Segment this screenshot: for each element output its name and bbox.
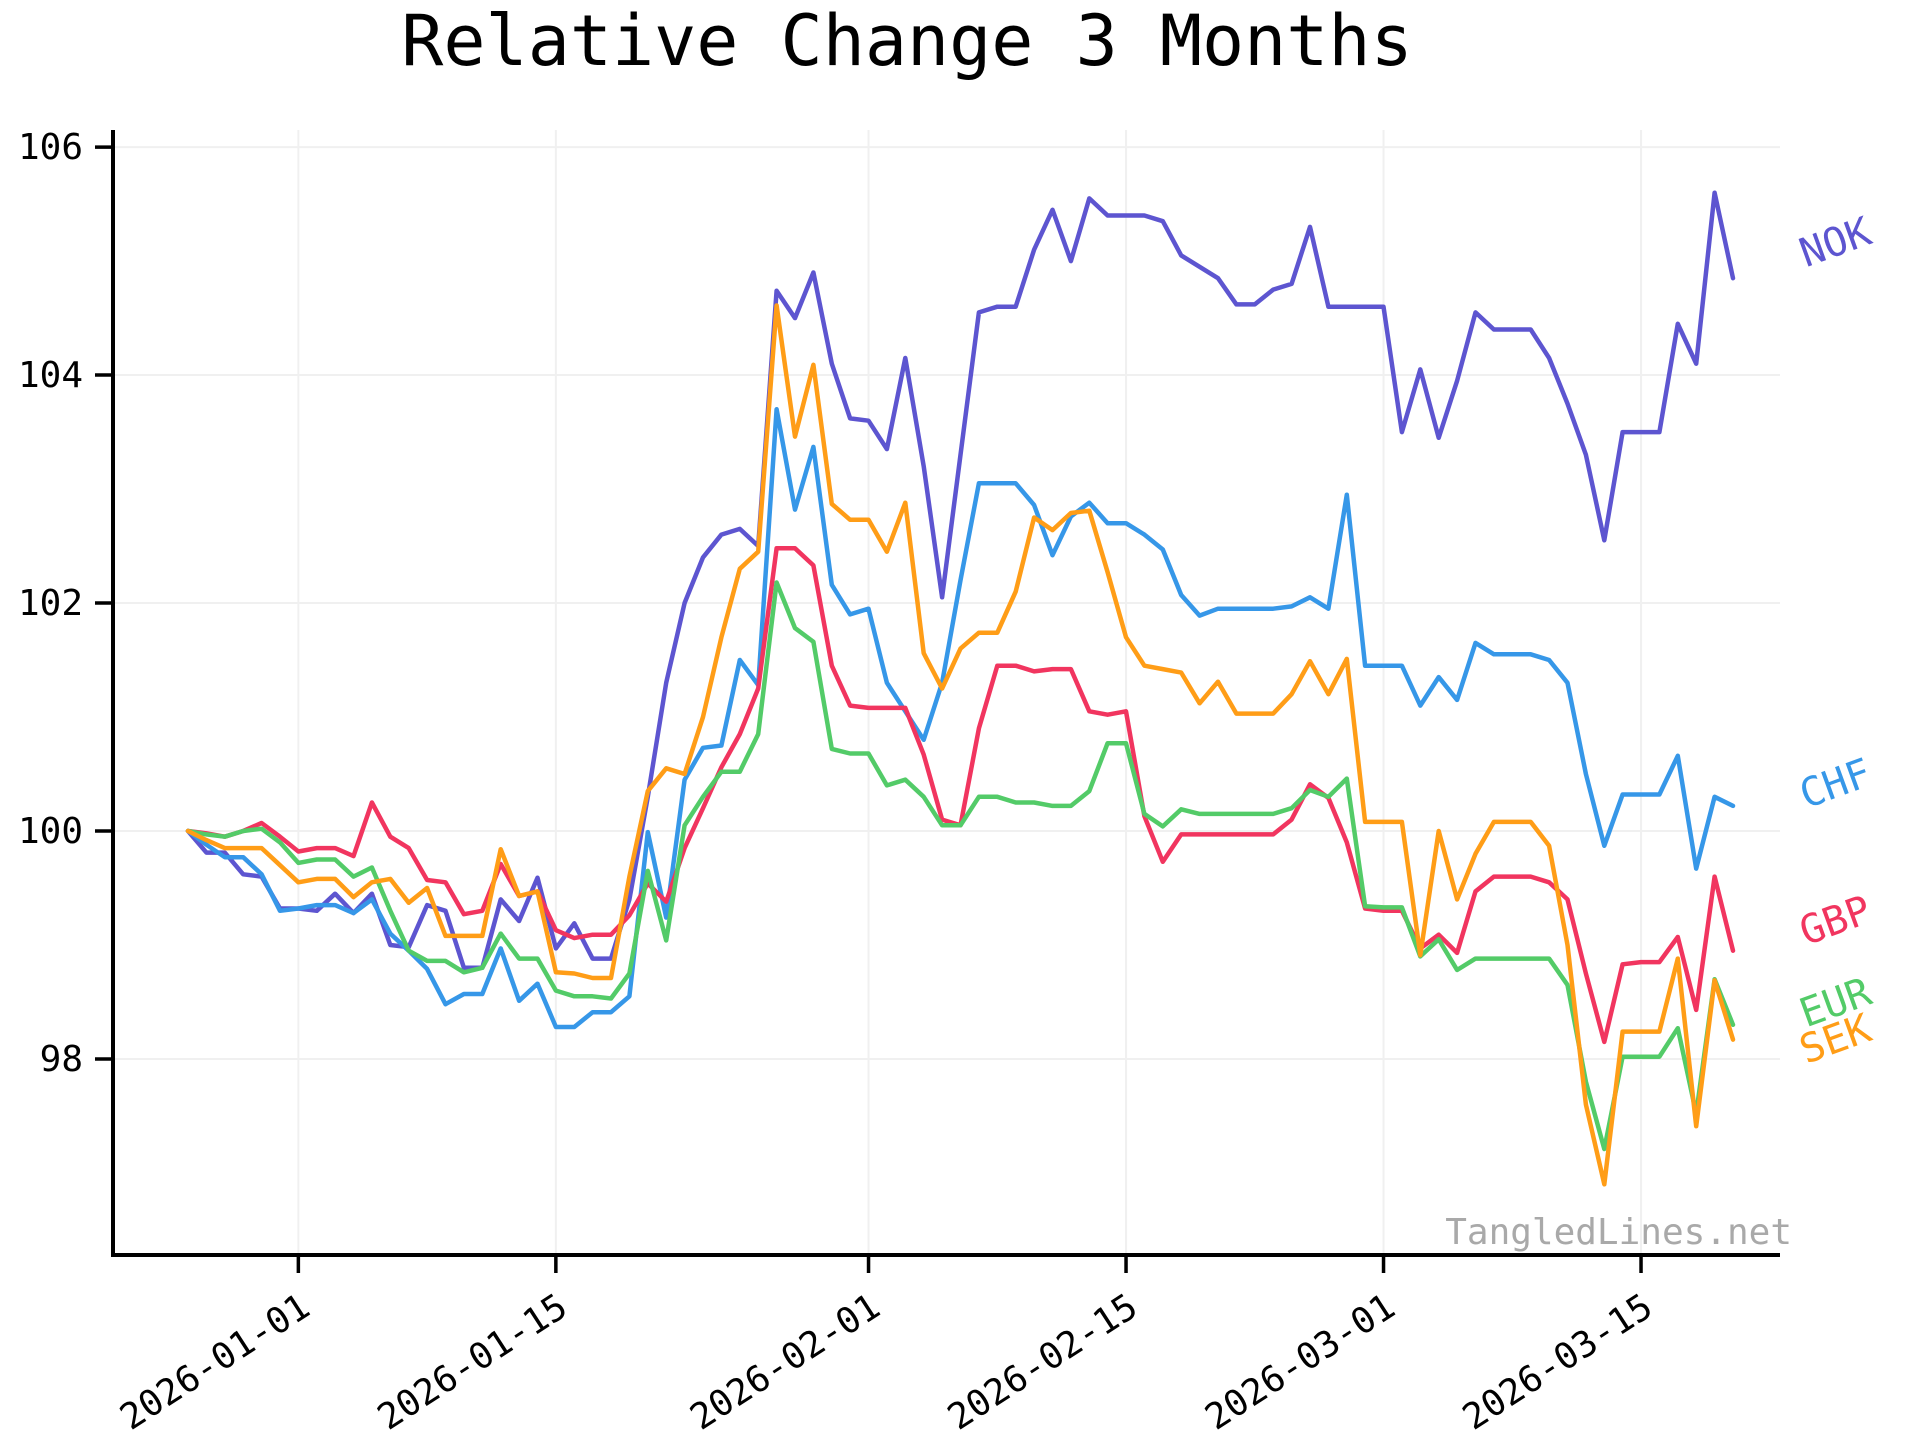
y-tick-label: 98 bbox=[40, 1039, 83, 1080]
x-tick-label: 2026-02-01 bbox=[683, 1286, 887, 1438]
series-label-NOK: NOK bbox=[1794, 209, 1878, 277]
watermark: TangledLines.net bbox=[1445, 1212, 1792, 1253]
series-line-EUR bbox=[185, 580, 1736, 1152]
series-lines bbox=[185, 190, 1736, 1187]
y-tick-label: 102 bbox=[18, 583, 83, 624]
x-tick-label: 2026-01-15 bbox=[371, 1286, 575, 1438]
series-line-SEK bbox=[185, 303, 1736, 1187]
series-label-CHF: CHF bbox=[1794, 750, 1878, 818]
chart-title: Relative Change 3 Months bbox=[401, 0, 1413, 82]
x-tick-label: 2026-03-01 bbox=[1198, 1286, 1402, 1438]
y-tick-label: 104 bbox=[18, 355, 83, 396]
x-tick-label: 2026-03-15 bbox=[1456, 1286, 1660, 1438]
series-label-GBP: GBP bbox=[1794, 887, 1878, 955]
y-tick-label: 106 bbox=[18, 127, 83, 168]
y-tick-label: 100 bbox=[18, 811, 83, 852]
gridlines bbox=[113, 130, 1780, 1255]
series-line-GBP bbox=[185, 546, 1736, 1045]
series-line-NOK bbox=[185, 190, 1736, 971]
series-line-CHF bbox=[185, 407, 1736, 1030]
x-tick-label: 2026-01-01 bbox=[113, 1286, 317, 1438]
x-tick-label: 2026-02-15 bbox=[941, 1286, 1145, 1438]
